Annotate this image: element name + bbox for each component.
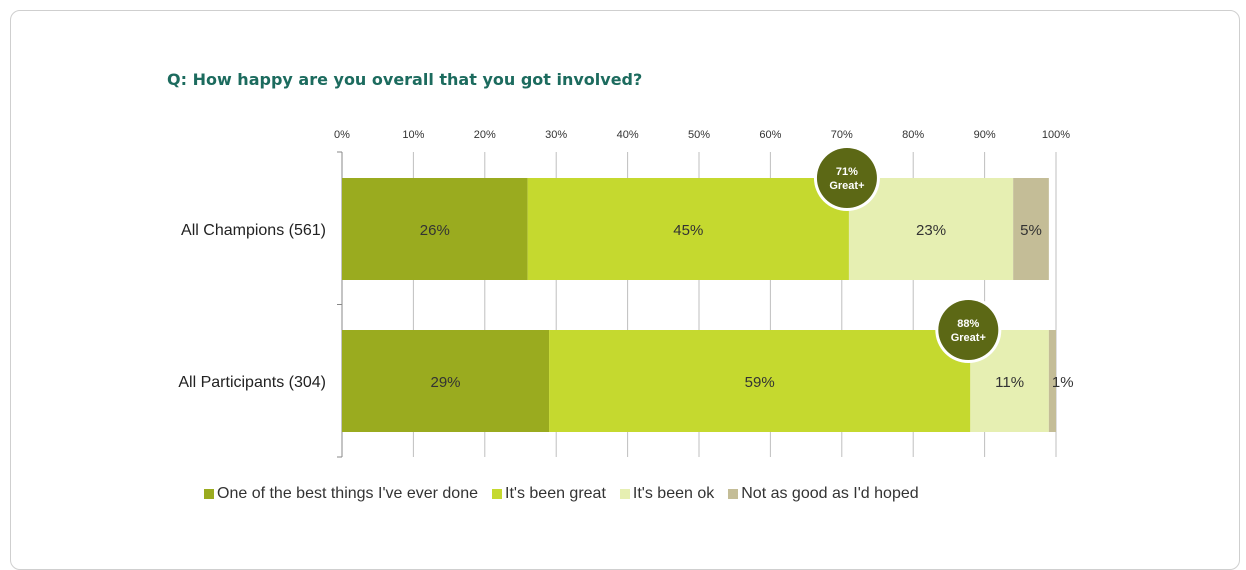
annotation-value: 88% [957,318,979,330]
legend-item: Not as good as I'd hoped [728,485,919,503]
data-label: 1% [1052,374,1074,391]
bar-segment [848,178,1014,280]
x-tick-label: 80% [902,129,924,141]
annotation-value: 71% [836,166,858,178]
legend-item: It's been great [492,485,606,503]
bar-segment [342,330,550,432]
annotation-bubble [938,300,999,360]
data-label: 45% [673,222,703,239]
legend-item: One of the best things I've ever done [204,485,478,503]
x-tick-label: 40% [617,129,639,141]
x-tick-label: 0% [334,129,350,141]
bar-segment [527,178,849,280]
x-tick-label: 10% [402,129,424,141]
data-label: 11% [995,374,1024,391]
legend-item: It's been ok [619,485,715,503]
data-label: 26% [420,222,450,239]
bar-segment [1048,330,1056,432]
data-label: 29% [431,374,461,391]
data-label: 59% [745,374,775,391]
legend-label: It's been ok [632,485,715,502]
data-label: 5% [1020,222,1042,239]
legend-label: Not as good as I'd hoped [741,485,919,502]
annotation-caption: Great+ [951,332,986,344]
bar-segment [1013,178,1049,280]
data-label: 23% [916,222,946,239]
x-tick-label: 90% [974,129,996,141]
x-tick-label: 100% [1042,129,1070,141]
bar-segment [549,330,971,432]
legend-swatch [728,489,739,499]
category-label: All Champions (561) [181,222,326,239]
legend-label: One of the best things I've ever done [217,485,478,502]
x-tick-label: 60% [759,129,781,141]
legend-swatch [619,489,630,499]
x-tick-label: 50% [688,129,710,141]
x-tick-label: 70% [831,129,853,141]
x-tick-label: 20% [474,129,496,141]
chart-title: Q: How happy are you overall that you go… [167,70,643,89]
x-tick-label: 30% [545,129,567,141]
annotation-bubble [816,148,877,208]
legend-swatch [492,489,502,499]
category-label: All Participants (304) [178,374,326,391]
annotation-caption: Great+ [829,180,864,192]
bar-segment [342,178,528,280]
legend-swatch [204,489,214,499]
legend-label: It's been great [505,485,606,502]
legend: One of the best things I've ever done It'… [204,485,919,503]
